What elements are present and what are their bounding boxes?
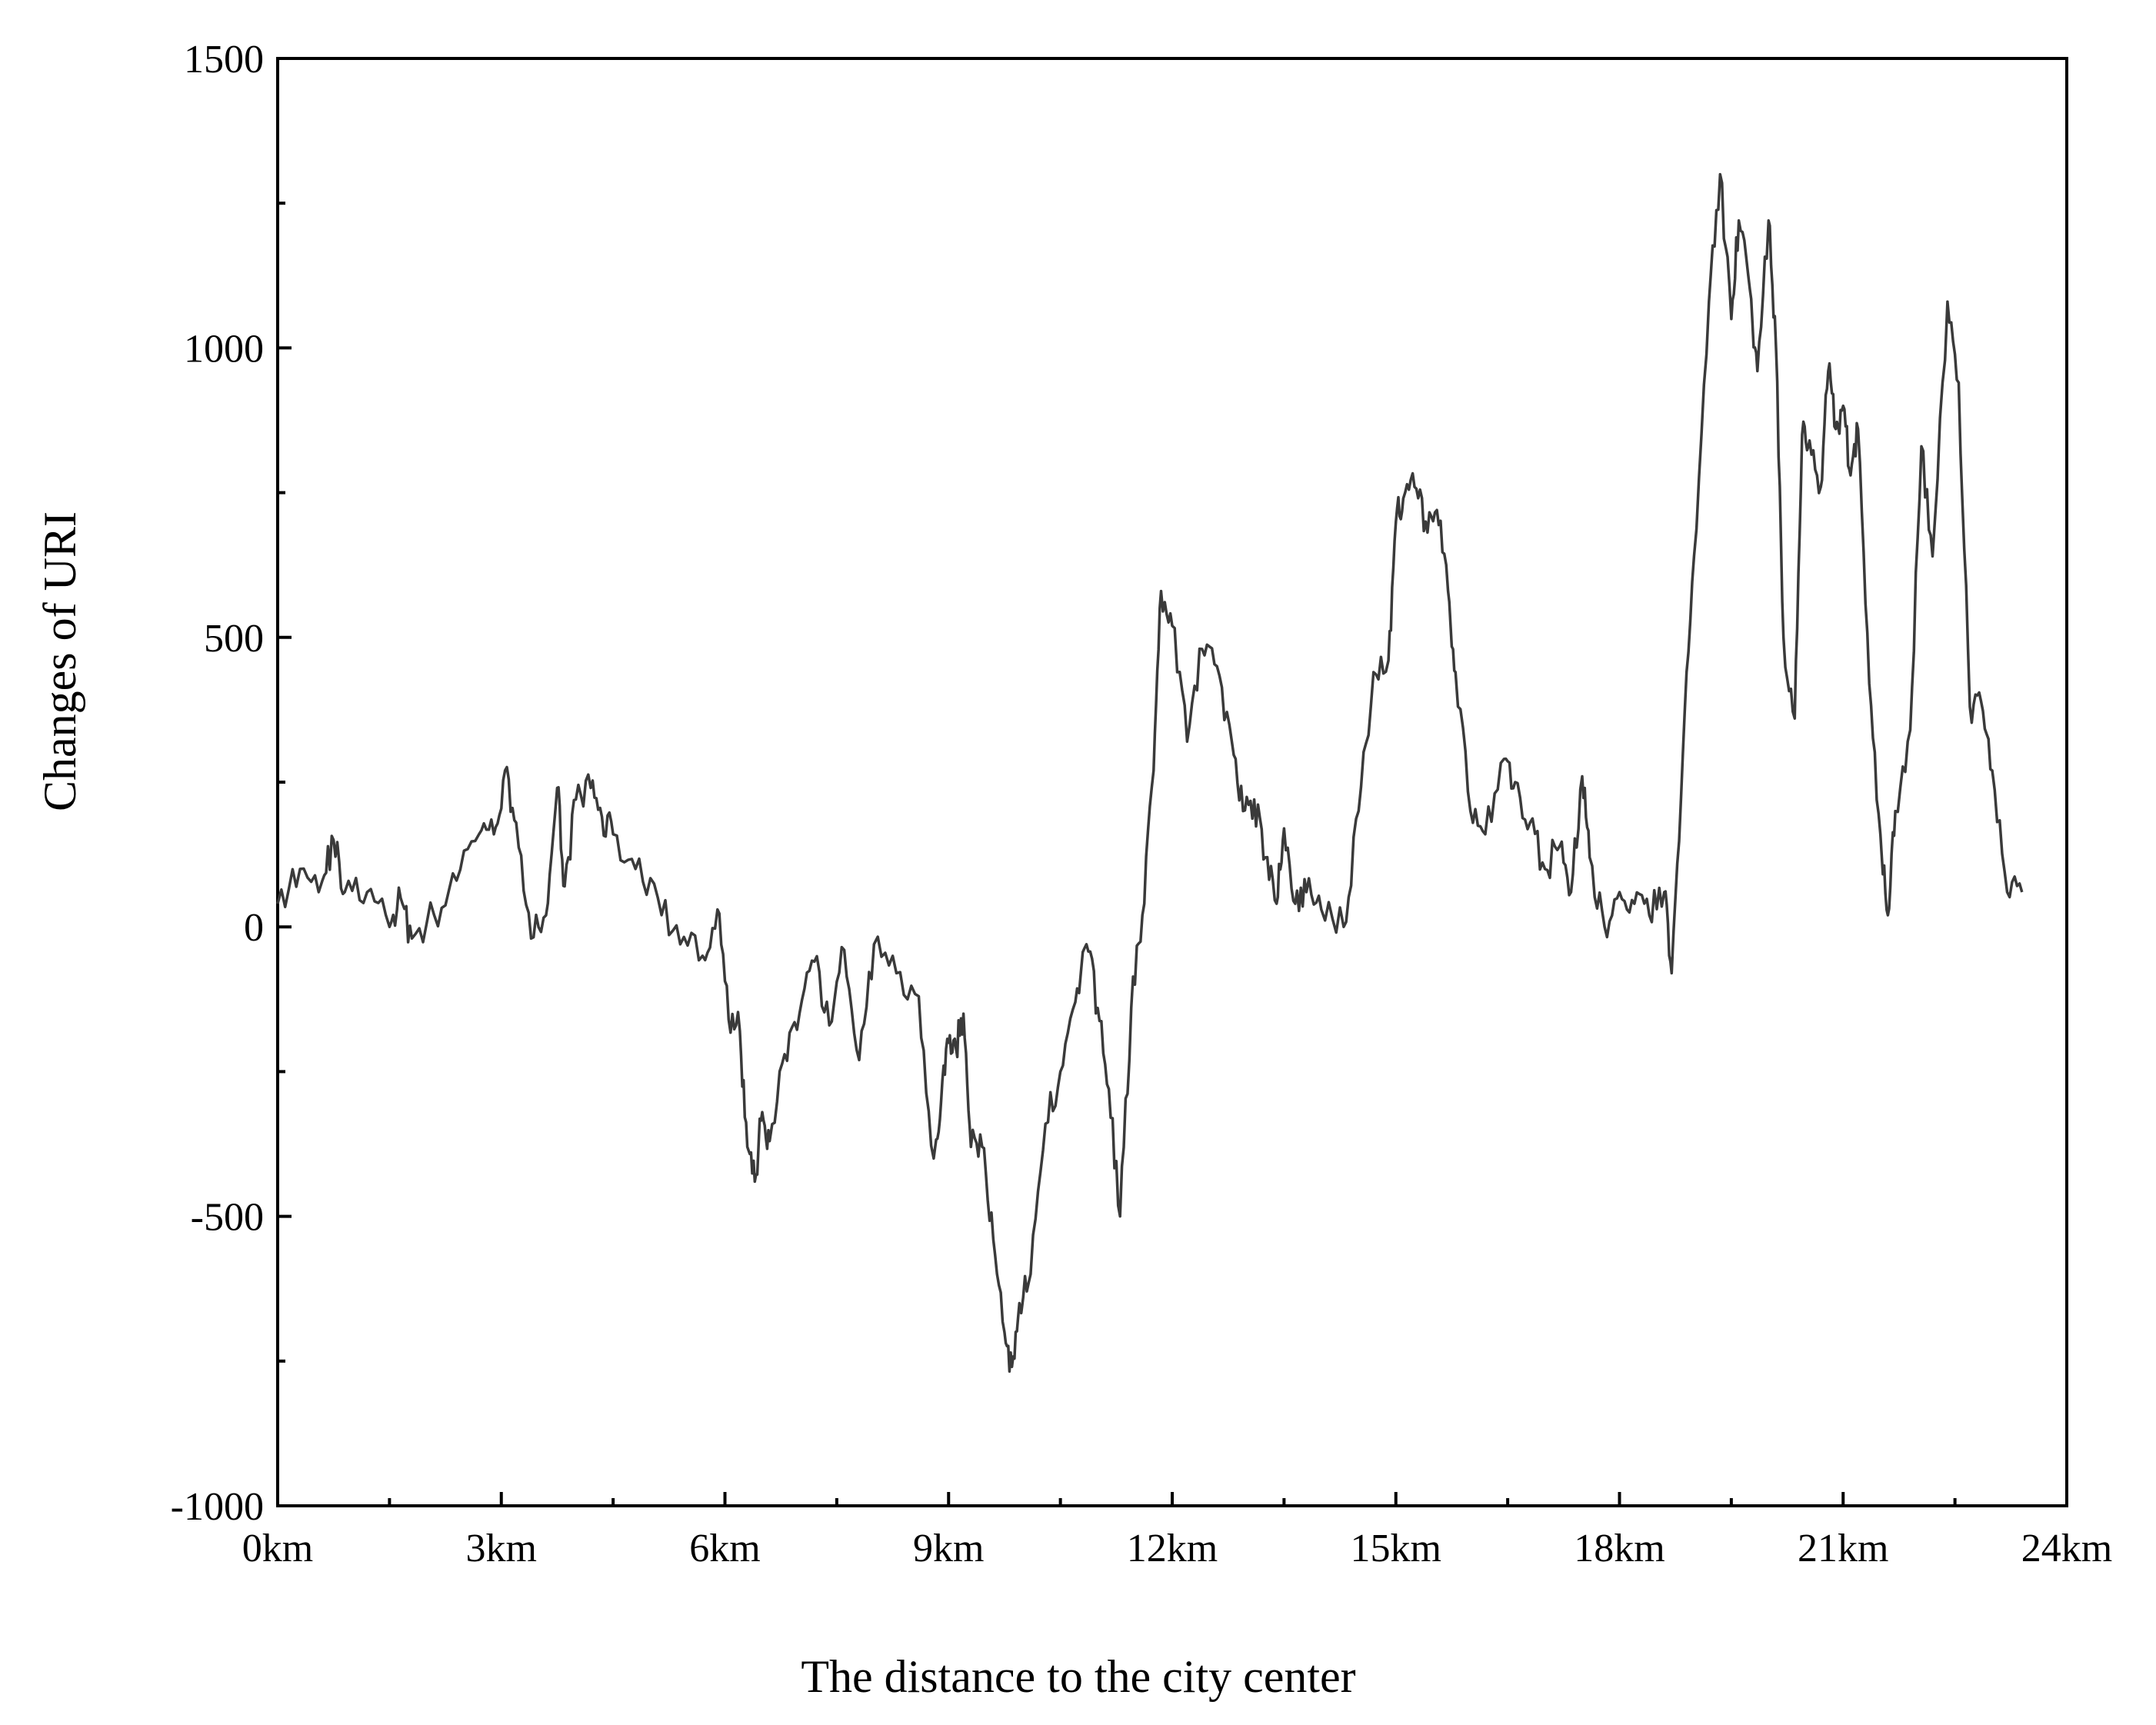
y-axis-ticks: 1500 1000 500 0 -500 -1000 bbox=[171, 38, 292, 1529]
x-tick-label: 15km bbox=[1351, 1527, 1441, 1570]
x-tick-label: 24km bbox=[2021, 1527, 2112, 1570]
x-tick-label: 12km bbox=[1127, 1527, 1218, 1570]
y-axis-title: Changes of URI bbox=[35, 511, 85, 811]
x-tick-label: 6km bbox=[689, 1527, 760, 1570]
plot-frame bbox=[276, 57, 2068, 1507]
x-tick-label: 0km bbox=[242, 1527, 313, 1570]
x-tick-label: 18km bbox=[1574, 1527, 1664, 1570]
x-axis-ticks: 0km 3km 6km 9km 12km 15km 18km 21km 24km bbox=[242, 1492, 2112, 1570]
y-tick-label: 500 bbox=[204, 617, 264, 661]
x-tick-label: 3km bbox=[466, 1527, 537, 1570]
x-tick-label: 9km bbox=[913, 1527, 984, 1570]
series-line bbox=[276, 172, 2024, 1373]
y-tick-label: -1000 bbox=[171, 1485, 264, 1529]
y-tick-label: 1500 bbox=[184, 38, 264, 82]
x-axis-title: The distance to the city center bbox=[801, 1651, 1355, 1702]
y-tick-label: 0 bbox=[244, 906, 264, 950]
y-tick-label: -500 bbox=[191, 1196, 264, 1240]
x-tick-label: 21km bbox=[1798, 1527, 1888, 1570]
y-tick-label: 1000 bbox=[184, 327, 264, 371]
